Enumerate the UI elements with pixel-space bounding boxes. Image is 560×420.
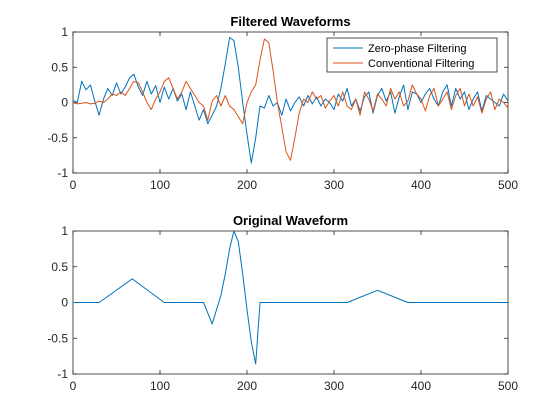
y-tick-label: 1 (61, 25, 68, 39)
y-tick-label: -0.5 (47, 331, 68, 345)
x-tick-label: 400 (411, 178, 431, 192)
y-tick-label: -1 (57, 367, 68, 381)
series-line-1 (73, 230, 508, 365)
x-tick-label: 200 (237, 379, 257, 393)
x-tick-label: 0 (70, 379, 77, 393)
x-tick-label: 0 (70, 178, 77, 192)
y-tick-label: 0.5 (51, 260, 68, 274)
x-tick-label: 400 (411, 379, 431, 393)
y-tick-label: -0.5 (47, 131, 68, 145)
x-tick-label: 300 (324, 379, 344, 393)
x-tick-label: 500 (498, 379, 518, 393)
chart-panel-2: 0 100 200 300 400 500 1 0.5 0 -0.5 -1 Original Wave… (47, 213, 518, 393)
legend-box (326, 37, 498, 73)
x-tick-label: 200 (237, 178, 257, 192)
x-tick-label: 100 (150, 379, 170, 393)
chart-title: Original Waveform (233, 213, 348, 228)
chart-title: Filtered Waveforms (230, 14, 350, 29)
legend: Zero-phase Filtering Conventional Filteri… (326, 37, 498, 73)
x-tick-label: 300 (324, 178, 344, 192)
x-tick-label: 500 (498, 178, 518, 192)
y-tick-label: 0.5 (51, 60, 68, 74)
legend-label: Zero-phase Filtering (368, 43, 466, 55)
series-line-2 (72, 38, 509, 161)
y-tick-label: -1 (57, 166, 68, 180)
y-tick-label: 1 (61, 224, 68, 238)
y-tick-label: 0 (61, 296, 68, 310)
y-tick-label: 0 (61, 96, 68, 110)
chart-panel-1: 0 100 200 300 400 500 1 0.5 0 -0.5 -1 Filtered Wave… (47, 14, 518, 192)
legend-label: Conventional Filtering (368, 58, 474, 70)
x-tick-label: 100 (150, 178, 170, 192)
series-line-1 (72, 37, 509, 164)
